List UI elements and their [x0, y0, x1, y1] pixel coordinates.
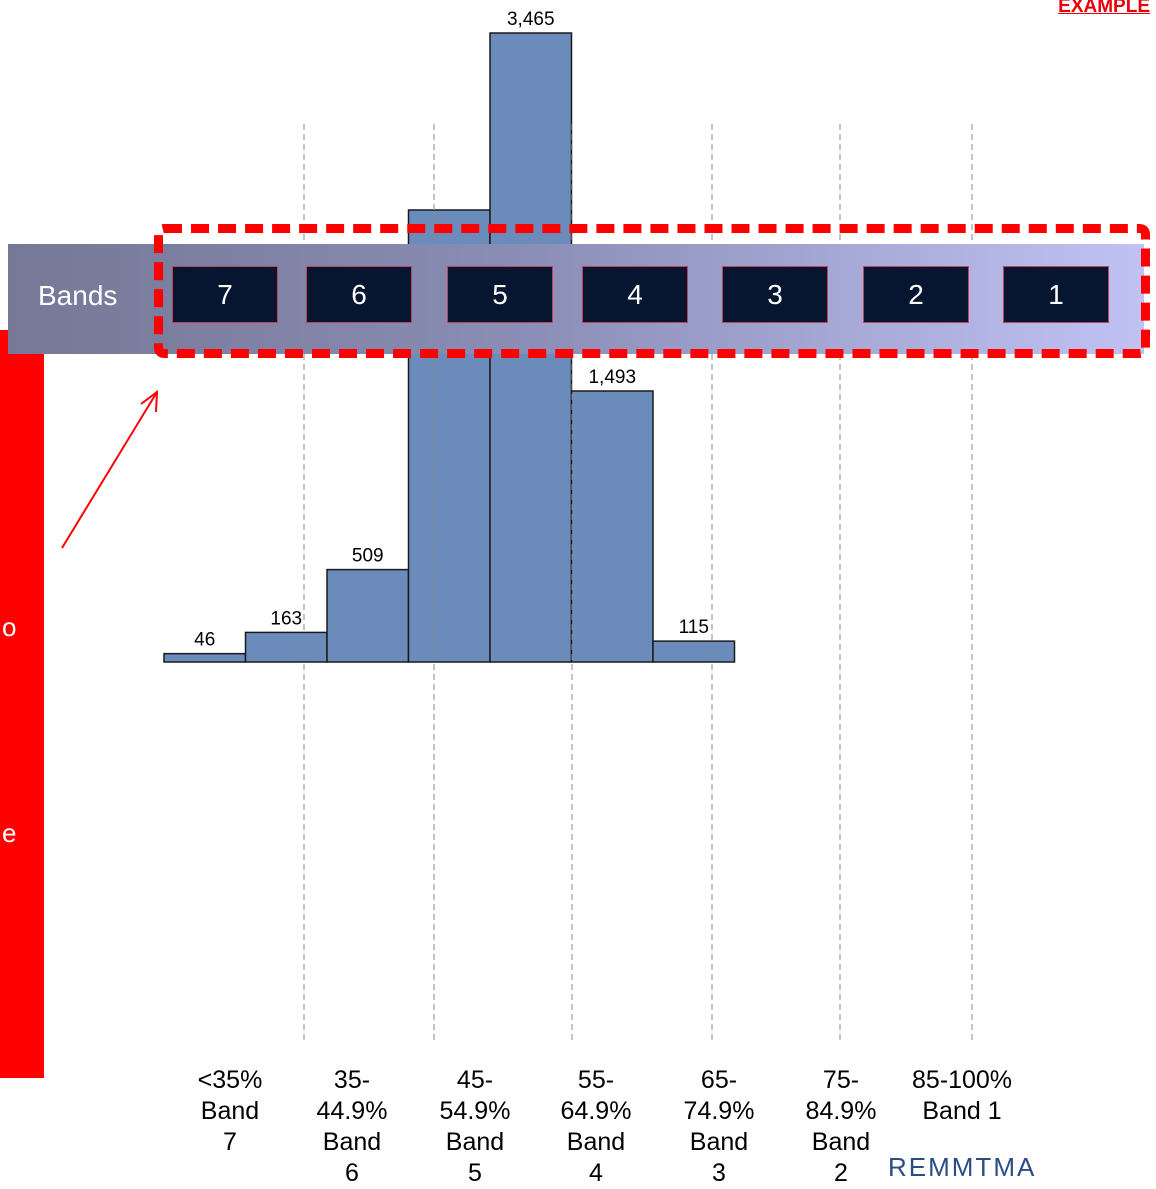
bar-value-label: 46 — [194, 630, 215, 651]
red-side-panel: o e — [0, 330, 44, 1078]
band-range-label-4: 55- 64.9% Band 4 — [560, 1066, 632, 1187]
histogram-bar — [570, 390, 654, 663]
band-range-label-5: 45- 54.9% Band 5 — [439, 1066, 511, 1187]
footer-text: REMMTMA — [888, 1152, 1037, 1182]
band-range-label-3: 65- 74.9% Band 3 — [683, 1066, 755, 1187]
red-panel-text-fragment: o — [2, 612, 17, 642]
band-box-6: 6 — [306, 266, 412, 323]
bands-highlight-frame — [154, 224, 1150, 358]
red-panel-text-fragment: e — [2, 818, 17, 848]
bar-value-label: 115 — [679, 617, 709, 638]
band-box-1: 1 — [1003, 266, 1109, 323]
band-box-3: 3 — [722, 266, 828, 323]
band-box-2: 2 — [863, 266, 969, 323]
bands-label: Bands — [38, 280, 118, 311]
histogram-bar — [163, 652, 247, 663]
bar-value-label: 1,493 — [588, 367, 636, 388]
histogram-bar — [652, 640, 736, 663]
bar-value-label: 509 — [352, 546, 384, 567]
bar-value-label: 163 — [270, 608, 302, 629]
pointer-arrow — [61, 391, 158, 549]
histogram-bar — [244, 631, 328, 663]
band-range-label-1: 85-100% Band 1 — [911, 1066, 1013, 1125]
pointer-arrow-head — [140, 389, 159, 413]
example-tag: EXAMPLE — [1058, 0, 1150, 17]
band-range-label-7: <35% Band 7 — [197, 1066, 263, 1156]
bar-value-label: 3,465 — [507, 9, 555, 30]
band-box-7: 7 — [172, 266, 278, 323]
histogram-bar — [326, 568, 410, 663]
band-box-5: 5 — [447, 266, 553, 323]
band-box-4: 4 — [582, 266, 688, 323]
